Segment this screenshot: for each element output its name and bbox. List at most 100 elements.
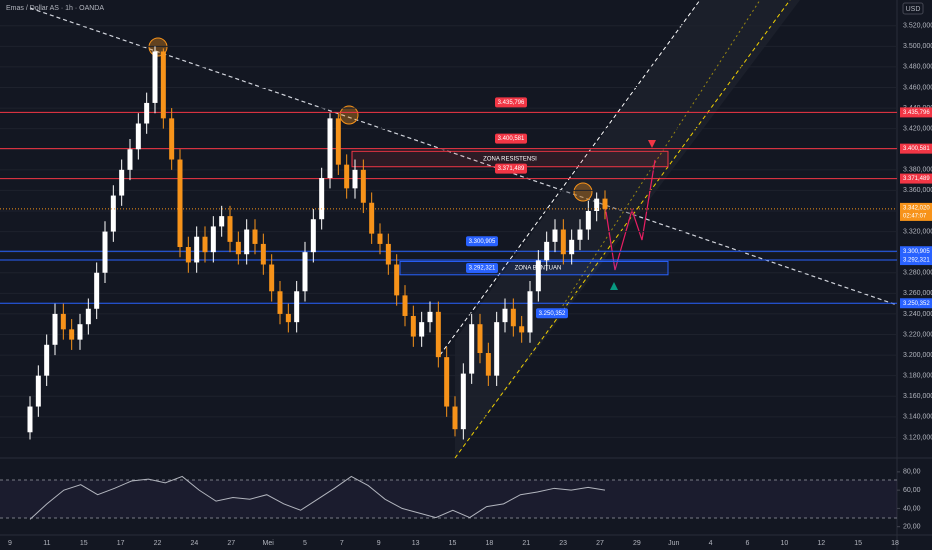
currency-box[interactable] bbox=[902, 2, 924, 15]
y-tick-label: 3.120,000 bbox=[903, 434, 932, 441]
candle-body bbox=[494, 322, 500, 376]
candle-body bbox=[194, 236, 200, 263]
y-tick-label: 3.500,000 bbox=[903, 43, 932, 50]
y-tick-label: 3.280,000 bbox=[903, 270, 932, 277]
candle-body bbox=[319, 178, 325, 220]
y-tick-label: 60,00 bbox=[903, 487, 921, 494]
candle-body bbox=[102, 231, 108, 273]
x-tick-label: 15 bbox=[80, 540, 88, 547]
axis-level-tag bbox=[900, 143, 932, 154]
candle-body bbox=[569, 239, 575, 255]
candle-body bbox=[144, 102, 150, 124]
level-tag-label: 3.400,581 bbox=[498, 136, 525, 142]
level-tag bbox=[495, 133, 527, 144]
channel-mid bbox=[559, 0, 761, 311]
axis-level-tag bbox=[900, 107, 932, 118]
candle-body bbox=[444, 357, 450, 407]
candle-body bbox=[60, 313, 66, 330]
candle-body bbox=[110, 195, 116, 232]
candle-body bbox=[452, 406, 458, 430]
candle-body bbox=[177, 159, 183, 248]
candle-body bbox=[69, 329, 75, 340]
arrow-up bbox=[610, 282, 618, 290]
zone-label: ZONA RESISTENSI bbox=[483, 157, 537, 163]
arrow-down bbox=[648, 140, 656, 148]
candle-body bbox=[385, 243, 391, 265]
x-tick-label: 15 bbox=[449, 540, 457, 547]
x-tick-label: 9 bbox=[8, 540, 12, 547]
candle-body bbox=[535, 260, 541, 292]
y-tick-label: 3.320,000 bbox=[903, 228, 932, 235]
level-tag-label: 3.371,489 bbox=[498, 166, 525, 172]
countdown: 02:47:07 bbox=[903, 213, 927, 219]
x-tick-label: 22 bbox=[154, 540, 162, 547]
y-tick-label: 40,00 bbox=[903, 505, 921, 512]
x-tick-label: 21 bbox=[522, 540, 530, 547]
candle-body bbox=[119, 169, 125, 196]
y-tick-label: 3.160,000 bbox=[903, 393, 932, 400]
candle-body bbox=[410, 315, 416, 337]
level-tag bbox=[466, 263, 498, 274]
axis-level-label: 3.250,352 bbox=[903, 301, 930, 307]
x-tick-label: Jun bbox=[668, 540, 679, 547]
symbol-title: Emas / Dollar AS · 1h · OANDA bbox=[6, 5, 104, 12]
x-tick-label: 13 bbox=[412, 540, 420, 547]
rsi-line bbox=[29, 475, 606, 520]
candle-body bbox=[294, 291, 300, 323]
channel-upper bbox=[439, 0, 701, 356]
candle-body bbox=[94, 272, 100, 309]
candle-body bbox=[244, 229, 250, 255]
candle-body bbox=[502, 308, 508, 323]
highlight-circle bbox=[573, 182, 593, 202]
axis-level-tag bbox=[900, 173, 932, 184]
y-tick-label: 3.240,000 bbox=[903, 311, 932, 318]
x-tick-label: 18 bbox=[485, 540, 493, 547]
x-tick-label: 4 bbox=[709, 540, 713, 547]
level-tag-label: 3.292,321 bbox=[469, 266, 496, 272]
candle-body bbox=[594, 198, 600, 211]
candle-body bbox=[469, 324, 475, 374]
y-tick-label: 3.520,000 bbox=[903, 23, 932, 30]
candle-body bbox=[219, 216, 225, 227]
candle-body bbox=[327, 118, 333, 179]
candle-body bbox=[477, 324, 483, 354]
candle-body bbox=[369, 202, 375, 234]
candle-body bbox=[169, 118, 175, 160]
candle-body bbox=[544, 241, 550, 261]
candle-body bbox=[27, 406, 33, 433]
candle-body bbox=[210, 226, 216, 253]
currency[interactable]: USD bbox=[906, 6, 921, 13]
y-tick-label: 3.140,000 bbox=[903, 414, 932, 421]
candle-body bbox=[310, 219, 316, 253]
last-price-label: 3.342,020 bbox=[903, 205, 930, 211]
candle-body bbox=[485, 353, 491, 376]
candle-body bbox=[585, 210, 591, 230]
x-tick-label: 11 bbox=[43, 540, 50, 547]
candle-body bbox=[552, 229, 558, 242]
candle-body bbox=[185, 247, 191, 263]
y-tick-label: 3.480,000 bbox=[903, 64, 932, 71]
x-tick-label: 12 bbox=[817, 540, 825, 547]
candle-body bbox=[227, 216, 233, 242]
last-price-tag bbox=[900, 202, 932, 221]
candle-body bbox=[44, 344, 50, 376]
x-tick-label: 27 bbox=[227, 540, 235, 547]
drawings bbox=[29, 0, 898, 459]
axis-level-tag bbox=[900, 255, 932, 266]
candle-body bbox=[269, 264, 275, 292]
candle-body bbox=[160, 51, 166, 119]
y-tick-label: 20,00 bbox=[903, 524, 921, 531]
candle-body bbox=[427, 311, 433, 323]
candle-body bbox=[560, 229, 566, 255]
x-tick-label: 5 bbox=[303, 540, 307, 547]
y-tick-label: 3.220,000 bbox=[903, 331, 932, 338]
x-tick-label: 18 bbox=[891, 540, 899, 547]
axis-level-label: 3.292,321 bbox=[903, 258, 930, 264]
candle-body bbox=[152, 51, 158, 103]
candle-body bbox=[510, 308, 516, 327]
axis-level-tag bbox=[900, 246, 932, 257]
candle-body bbox=[394, 264, 400, 296]
channel-lower bbox=[454, 0, 791, 459]
y-tick-label: 80,00 bbox=[903, 469, 921, 476]
